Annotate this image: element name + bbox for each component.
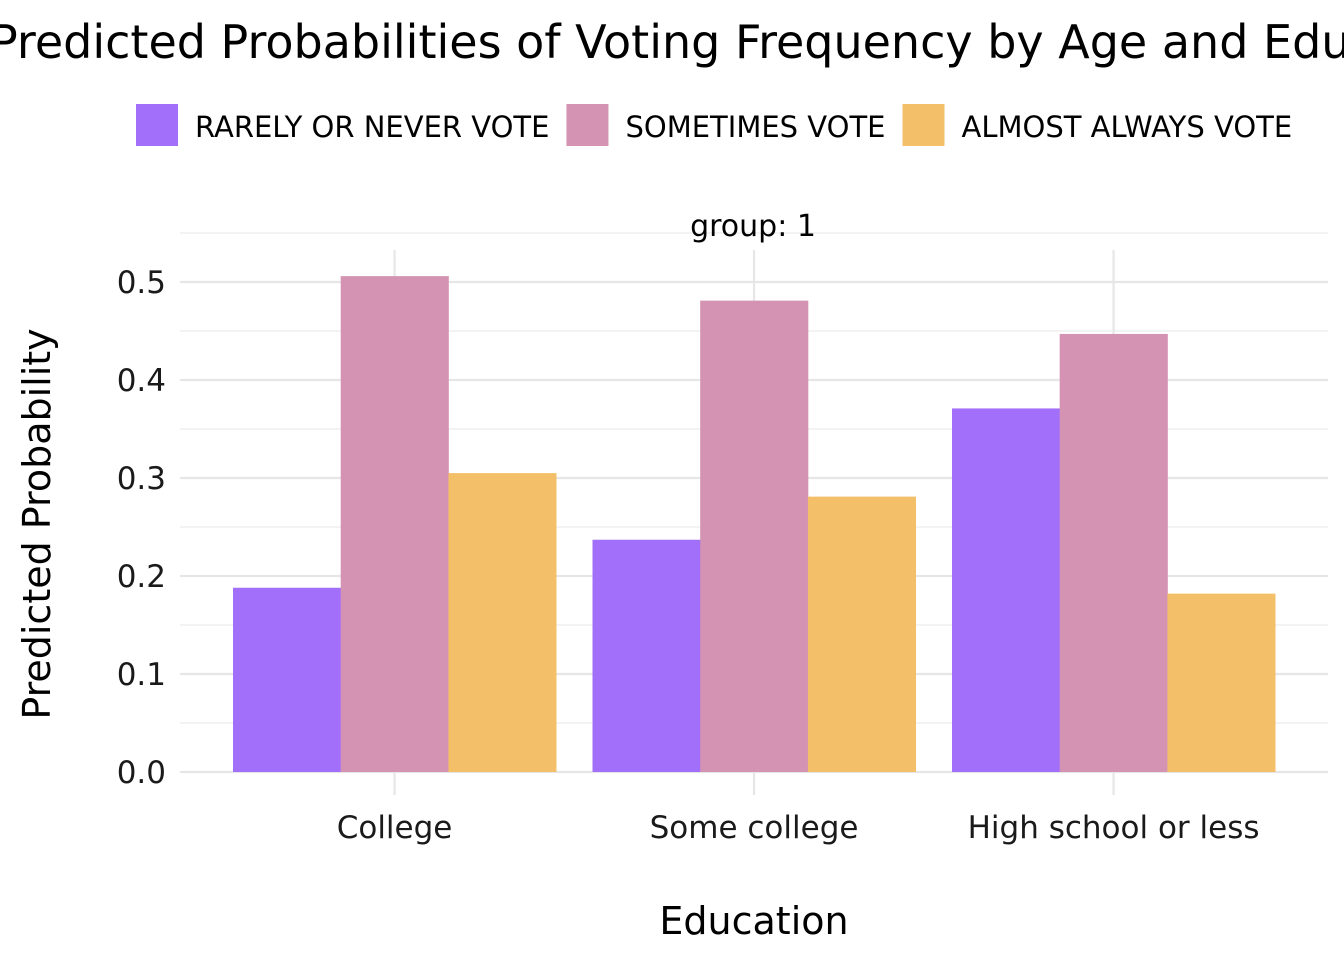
bar — [1059, 333, 1168, 772]
legend-key — [136, 104, 178, 146]
legend-label: ALMOST ALWAYS VOTE — [961, 110, 1292, 144]
bar — [700, 300, 809, 772]
bar — [233, 587, 342, 772]
bars — [233, 276, 1276, 772]
legend: RARELY OR NEVER VOTE SOMETIMES VOTE ALMOST… — [136, 104, 1292, 146]
legend-key — [566, 104, 609, 146]
bar — [340, 276, 449, 772]
y-axis: 0.0 0.1 0.2 0.3 0.4 0.5 — [117, 265, 166, 791]
bar — [1167, 593, 1276, 772]
bar — [807, 496, 916, 772]
legend-key — [902, 104, 945, 146]
y-tick-label: 0.1 — [117, 657, 166, 693]
bar — [592, 539, 701, 772]
x-tick-label: Some college — [650, 810, 859, 846]
bar — [448, 473, 557, 772]
facet-strip-label: group: 1 — [690, 209, 816, 244]
x-tick-label: College — [337, 810, 453, 846]
y-tick-label: 0.2 — [117, 559, 166, 595]
bar — [952, 408, 1061, 772]
legend-label: RARELY OR NEVER VOTE — [195, 110, 549, 144]
y-tick-label: 0.4 — [117, 363, 166, 399]
x-axis-title: Education — [659, 899, 848, 943]
y-tick-label: 0.5 — [117, 265, 166, 301]
legend-label: SOMETIMES VOTE — [625, 110, 885, 144]
x-axis: College Some college High school or less — [337, 810, 1260, 846]
y-tick-label: 0.3 — [117, 461, 166, 497]
chart-title: Predicted Probabilities of Voting Freque… — [0, 15, 1344, 69]
x-tick-label: High school or less — [968, 810, 1260, 846]
y-axis-title: Predicted Probability — [15, 328, 59, 719]
y-tick-label: 0.0 — [117, 755, 166, 791]
